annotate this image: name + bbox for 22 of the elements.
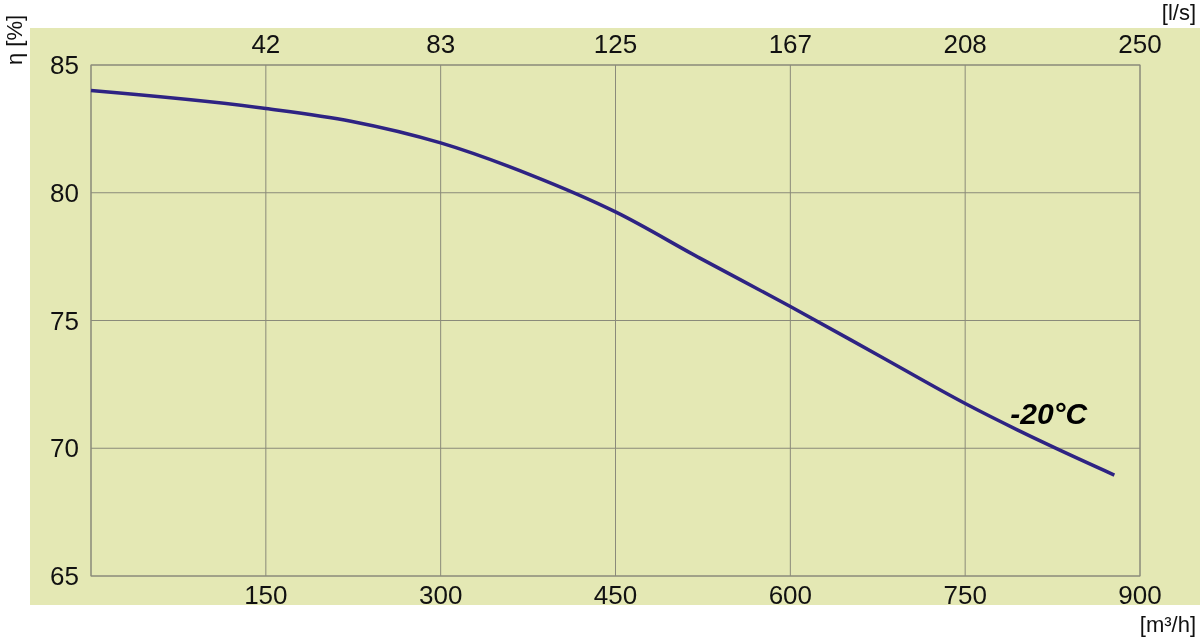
- line-series: [89, 88, 1117, 477]
- y-tick-label: 70: [50, 433, 79, 464]
- y-axis-title: η [%]: [2, 14, 27, 66]
- y-tick-label: 65: [50, 561, 79, 591]
- x-tick-label: 300: [418, 580, 463, 610]
- x-tick-label: 600: [768, 580, 813, 610]
- x2-axis-title: [l/s]: [1161, 0, 1196, 25]
- x-tick-label: 750: [943, 580, 987, 610]
- x2-tick-label: 208: [943, 29, 987, 59]
- x2-tick-label: 83: [426, 29, 456, 59]
- y-tick-label: 80: [50, 177, 79, 208]
- x-axis-title: [m³/h]: [1139, 612, 1196, 637]
- x-tick-label: 450: [593, 580, 638, 610]
- x2-tick-label: 42: [251, 29, 281, 59]
- x2-tick-label: 125: [593, 29, 638, 59]
- x-tick-label: 150: [244, 580, 288, 610]
- x2-tick-label: 250: [1118, 29, 1162, 59]
- x-tick-label: 900: [1118, 580, 1162, 610]
- series-label: -20°C: [1010, 396, 1089, 430]
- y-tick-label: 75: [50, 305, 79, 336]
- x2-tick-label: 167: [768, 29, 813, 59]
- y-tick-label: 85: [50, 50, 79, 80]
